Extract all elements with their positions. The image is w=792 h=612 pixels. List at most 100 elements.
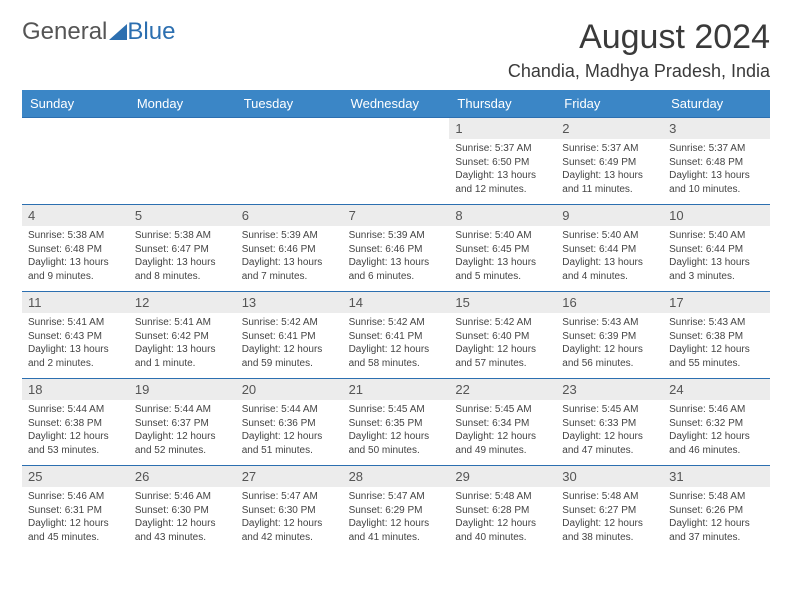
day-header-row: SundayMondayTuesdayWednesdayThursdayFrid… — [22, 90, 770, 117]
day-number: 16 — [556, 292, 663, 313]
sunrise-line: Sunrise: 5:41 AM — [135, 316, 230, 330]
daylight-line: Daylight: 12 hours and 47 minutes. — [562, 430, 657, 457]
day-cell: 18Sunrise: 5:44 AMSunset: 6:38 PMDayligh… — [22, 379, 129, 465]
daylight-line: Daylight: 13 hours and 12 minutes. — [455, 169, 550, 196]
day-header-cell: Friday — [556, 90, 663, 117]
day-body: Sunrise: 5:37 AMSunset: 6:48 PMDaylight:… — [663, 139, 770, 200]
sunrise-line: Sunrise: 5:38 AM — [28, 229, 123, 243]
day-cell: 29Sunrise: 5:48 AMSunset: 6:28 PMDayligh… — [449, 466, 556, 552]
title-block: August 2024 Chandia, Madhya Pradesh, Ind… — [508, 18, 770, 82]
day-number: 7 — [343, 205, 450, 226]
daylight-line: Daylight: 13 hours and 3 minutes. — [669, 256, 764, 283]
day-cell: 31Sunrise: 5:48 AMSunset: 6:26 PMDayligh… — [663, 466, 770, 552]
day-body: Sunrise: 5:43 AMSunset: 6:38 PMDaylight:… — [663, 313, 770, 374]
daylight-line: Daylight: 12 hours and 59 minutes. — [242, 343, 337, 370]
day-number: 14 — [343, 292, 450, 313]
day-number: 11 — [22, 292, 129, 313]
sunset-line: Sunset: 6:28 PM — [455, 504, 550, 518]
day-body: Sunrise: 5:47 AMSunset: 6:30 PMDaylight:… — [236, 487, 343, 548]
day-body: Sunrise: 5:40 AMSunset: 6:44 PMDaylight:… — [663, 226, 770, 287]
calendar: SundayMondayTuesdayWednesdayThursdayFrid… — [22, 90, 770, 552]
sunrise-line: Sunrise: 5:43 AM — [562, 316, 657, 330]
day-body: Sunrise: 5:48 AMSunset: 6:27 PMDaylight:… — [556, 487, 663, 548]
day-number: 5 — [129, 205, 236, 226]
day-cell: 16Sunrise: 5:43 AMSunset: 6:39 PMDayligh… — [556, 292, 663, 378]
day-body: Sunrise: 5:41 AMSunset: 6:43 PMDaylight:… — [22, 313, 129, 374]
day-body: Sunrise: 5:44 AMSunset: 6:38 PMDaylight:… — [22, 400, 129, 461]
day-number: 12 — [129, 292, 236, 313]
sunrise-line: Sunrise: 5:39 AM — [242, 229, 337, 243]
sunset-line: Sunset: 6:35 PM — [349, 417, 444, 431]
sunset-line: Sunset: 6:27 PM — [562, 504, 657, 518]
week-row: 11Sunrise: 5:41 AMSunset: 6:43 PMDayligh… — [22, 291, 770, 378]
sunset-line: Sunset: 6:38 PM — [28, 417, 123, 431]
page-title: August 2024 — [508, 18, 770, 57]
day-header-cell: Tuesday — [236, 90, 343, 117]
day-body: Sunrise: 5:37 AMSunset: 6:50 PMDaylight:… — [449, 139, 556, 200]
daylight-line: Daylight: 12 hours and 41 minutes. — [349, 517, 444, 544]
daylight-line: Daylight: 12 hours and 38 minutes. — [562, 517, 657, 544]
logo-text-blue: Blue — [127, 18, 175, 46]
daylight-line: Daylight: 13 hours and 8 minutes. — [135, 256, 230, 283]
sunrise-line: Sunrise: 5:37 AM — [455, 142, 550, 156]
sunset-line: Sunset: 6:32 PM — [669, 417, 764, 431]
week-row: 4Sunrise: 5:38 AMSunset: 6:48 PMDaylight… — [22, 204, 770, 291]
sunrise-line: Sunrise: 5:44 AM — [242, 403, 337, 417]
day-number: 9 — [556, 205, 663, 226]
daylight-line: Daylight: 12 hours and 51 minutes. — [242, 430, 337, 457]
day-header-cell: Thursday — [449, 90, 556, 117]
daylight-line: Daylight: 12 hours and 49 minutes. — [455, 430, 550, 457]
sunset-line: Sunset: 6:30 PM — [135, 504, 230, 518]
day-body: Sunrise: 5:42 AMSunset: 6:41 PMDaylight:… — [343, 313, 450, 374]
logo: General Blue — [22, 18, 175, 46]
day-number: 24 — [663, 379, 770, 400]
sunrise-line: Sunrise: 5:44 AM — [135, 403, 230, 417]
day-body: Sunrise: 5:45 AMSunset: 6:33 PMDaylight:… — [556, 400, 663, 461]
daylight-line: Daylight: 12 hours and 53 minutes. — [28, 430, 123, 457]
sunrise-line: Sunrise: 5:44 AM — [28, 403, 123, 417]
sunset-line: Sunset: 6:46 PM — [242, 243, 337, 257]
day-body: Sunrise: 5:48 AMSunset: 6:26 PMDaylight:… — [663, 487, 770, 548]
daylight-line: Daylight: 13 hours and 7 minutes. — [242, 256, 337, 283]
day-number: 28 — [343, 466, 450, 487]
sunrise-line: Sunrise: 5:45 AM — [562, 403, 657, 417]
day-cell: 28Sunrise: 5:47 AMSunset: 6:29 PMDayligh… — [343, 466, 450, 552]
daylight-line: Daylight: 12 hours and 56 minutes. — [562, 343, 657, 370]
day-number: 8 — [449, 205, 556, 226]
day-cell: 19Sunrise: 5:44 AMSunset: 6:37 PMDayligh… — [129, 379, 236, 465]
day-body: Sunrise: 5:37 AMSunset: 6:49 PMDaylight:… — [556, 139, 663, 200]
sunrise-line: Sunrise: 5:46 AM — [28, 490, 123, 504]
sunrise-line: Sunrise: 5:42 AM — [242, 316, 337, 330]
day-number: 10 — [663, 205, 770, 226]
sunset-line: Sunset: 6:42 PM — [135, 330, 230, 344]
day-cell: 25Sunrise: 5:46 AMSunset: 6:31 PMDayligh… — [22, 466, 129, 552]
day-body: Sunrise: 5:39 AMSunset: 6:46 PMDaylight:… — [236, 226, 343, 287]
daylight-line: Daylight: 13 hours and 11 minutes. — [562, 169, 657, 196]
daylight-line: Daylight: 13 hours and 5 minutes. — [455, 256, 550, 283]
day-cell: 22Sunrise: 5:45 AMSunset: 6:34 PMDayligh… — [449, 379, 556, 465]
logo-sail-icon — [109, 24, 127, 40]
daylight-line: Daylight: 13 hours and 2 minutes. — [28, 343, 123, 370]
day-cell: 15Sunrise: 5:42 AMSunset: 6:40 PMDayligh… — [449, 292, 556, 378]
location-text: Chandia, Madhya Pradesh, India — [508, 61, 770, 82]
day-number: 23 — [556, 379, 663, 400]
sunset-line: Sunset: 6:43 PM — [28, 330, 123, 344]
sunrise-line: Sunrise: 5:37 AM — [562, 142, 657, 156]
day-number: 20 — [236, 379, 343, 400]
day-cell: 2Sunrise: 5:37 AMSunset: 6:49 PMDaylight… — [556, 118, 663, 204]
day-cell: 27Sunrise: 5:47 AMSunset: 6:30 PMDayligh… — [236, 466, 343, 552]
day-cell: 23Sunrise: 5:45 AMSunset: 6:33 PMDayligh… — [556, 379, 663, 465]
day-body: Sunrise: 5:46 AMSunset: 6:30 PMDaylight:… — [129, 487, 236, 548]
day-body: Sunrise: 5:44 AMSunset: 6:37 PMDaylight:… — [129, 400, 236, 461]
daylight-line: Daylight: 12 hours and 40 minutes. — [455, 517, 550, 544]
sunrise-line: Sunrise: 5:41 AM — [28, 316, 123, 330]
sunset-line: Sunset: 6:33 PM — [562, 417, 657, 431]
sunset-line: Sunset: 6:41 PM — [242, 330, 337, 344]
day-cell: 30Sunrise: 5:48 AMSunset: 6:27 PMDayligh… — [556, 466, 663, 552]
day-body: Sunrise: 5:40 AMSunset: 6:45 PMDaylight:… — [449, 226, 556, 287]
sunrise-line: Sunrise: 5:42 AM — [349, 316, 444, 330]
sunrise-line: Sunrise: 5:48 AM — [669, 490, 764, 504]
day-number: 6 — [236, 205, 343, 226]
day-body: Sunrise: 5:43 AMSunset: 6:39 PMDaylight:… — [556, 313, 663, 374]
logo-text-general: General — [22, 18, 107, 46]
